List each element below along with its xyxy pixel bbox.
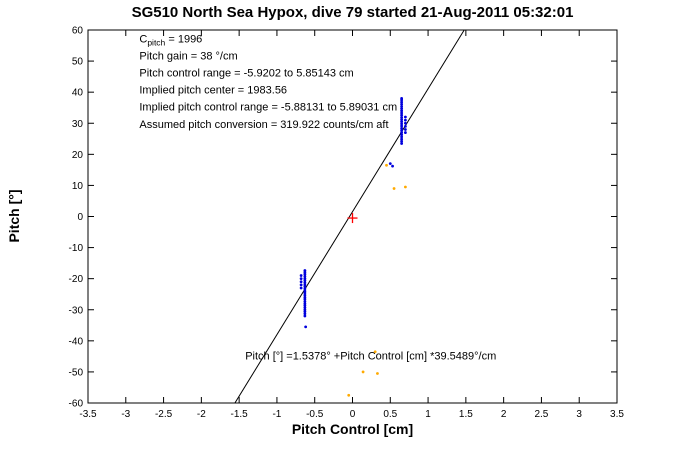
pitch-observations-point xyxy=(400,109,404,113)
pitch-observations-point xyxy=(303,299,307,303)
x-tick-label: -0.5 xyxy=(306,409,324,420)
pitch-observations-point xyxy=(400,126,404,130)
secondary-observations-point xyxy=(404,185,407,189)
pitch-observations-point xyxy=(303,302,307,305)
x-tick-label: 1 xyxy=(425,409,431,420)
pitch-observations-point xyxy=(299,283,303,287)
pitch-observations-point xyxy=(303,269,307,272)
pitch-observations-point xyxy=(400,102,404,106)
x-tick-label: 1.5 xyxy=(459,409,473,420)
pitch-observations-point xyxy=(299,286,303,290)
annotation-text: Pitch gain = 38 °/cm xyxy=(139,50,237,62)
pitch-observations-point xyxy=(303,283,307,287)
figure-title: SG510 North Sea Hypox, dive 79 started 2… xyxy=(131,4,574,21)
y-tick-label: 50 xyxy=(72,57,84,68)
pitch-observations-point xyxy=(303,293,307,297)
x-tick-label: -1 xyxy=(272,409,281,420)
pitch-observations-point xyxy=(400,113,404,117)
pitch-observations-point xyxy=(303,275,307,278)
x-tick-label: -3 xyxy=(121,409,130,420)
pitch-observations-point xyxy=(400,128,404,132)
secondary-observations-point xyxy=(392,187,396,190)
pitch-observations-point xyxy=(304,325,308,329)
pitch-observations-point xyxy=(303,306,307,309)
x-tick-label: -1.5 xyxy=(231,409,249,420)
pitch-observations-point xyxy=(388,162,392,166)
pitch-observations-point xyxy=(400,107,404,111)
y-tick-label: -40 xyxy=(69,336,84,347)
x-tick-label: 2 xyxy=(501,409,507,420)
pitch-observations-point xyxy=(404,118,407,122)
annotation-text: Cpitch = 1996 xyxy=(139,33,202,47)
y-tick-label: 40 xyxy=(72,88,84,99)
pitch-observations-point xyxy=(404,124,407,128)
secondary-observations-point xyxy=(361,370,365,374)
pitch-observations-point xyxy=(400,137,404,141)
annotation-text: Implied pitch control range = -5.88131 t… xyxy=(139,102,397,114)
pitch-observations-point xyxy=(400,120,404,124)
annotation-text: Implied pitch center = 1983.56 xyxy=(139,85,287,97)
pitch-observations-point xyxy=(400,133,404,137)
pitch-observations-point xyxy=(303,289,307,293)
annotation-text: Pitch [°] =1.5378° +Pitch Control [cm] *… xyxy=(245,350,496,362)
pitch-observations-point xyxy=(400,139,404,143)
pitch-observations-point xyxy=(303,281,307,285)
x-tick-label: 3 xyxy=(576,409,582,420)
pitch-observations-point xyxy=(404,115,407,119)
pitch-observations-point xyxy=(391,164,394,168)
pitch-observations-point xyxy=(400,142,404,145)
y-tick-label: -50 xyxy=(69,367,84,378)
x-axis-label: Pitch Control [cm] xyxy=(291,421,414,437)
pitch-observations-point xyxy=(299,280,303,284)
y-tick-label: -20 xyxy=(69,274,84,285)
y-tick-label: 20 xyxy=(72,150,84,161)
y-tick-label: 0 xyxy=(77,212,83,223)
annotation-text: Pitch control range = -5.9202 to 5.85143… xyxy=(139,68,353,80)
secondary-observations-point xyxy=(385,163,388,167)
pitch-observations-point xyxy=(400,122,404,126)
annotation-text: Assumed pitch conversion = 319.922 count… xyxy=(139,119,388,131)
x-tick-label: 0 xyxy=(350,409,356,420)
pitch-observations-point xyxy=(303,287,307,291)
x-tick-label: 3.5 xyxy=(610,409,624,420)
pitch-observations-point xyxy=(400,124,404,128)
secondary-observations-point xyxy=(376,372,379,375)
pitch-observations-point xyxy=(400,96,404,100)
pitch-observations-point xyxy=(404,131,407,134)
pitch-observations-point xyxy=(303,314,307,318)
pitch-observations-point xyxy=(400,105,404,108)
pitch-observations-point xyxy=(299,277,303,281)
pitch-observations-point xyxy=(404,121,407,125)
x-tick-label: -2.5 xyxy=(155,409,173,420)
y-tick-label: 10 xyxy=(72,181,84,192)
y-tick-label: -60 xyxy=(69,399,84,410)
pitch-observations-point xyxy=(404,128,407,131)
secondary-observations-point xyxy=(373,350,377,354)
pitch-observations-point xyxy=(400,100,404,104)
pitch-observations-point xyxy=(400,131,404,134)
x-tick-label: -3.5 xyxy=(79,409,97,420)
y-tick-label: -30 xyxy=(69,305,84,316)
secondary-observations-point xyxy=(347,393,351,397)
x-tick-label: -2 xyxy=(197,409,206,420)
pitch-observations-point xyxy=(303,277,307,281)
pitch-observations-point xyxy=(303,312,307,316)
pitch-observations-point xyxy=(299,274,303,277)
y-tick-label: 60 xyxy=(72,26,84,37)
fit-line xyxy=(234,29,465,404)
y-tick-label: -10 xyxy=(69,243,84,254)
x-tick-label: 0.5 xyxy=(383,409,397,420)
pitch-observations-point xyxy=(303,295,307,299)
pitch-observations-point xyxy=(303,308,307,312)
pitch-observations-point xyxy=(400,111,404,115)
pitch-observations-point xyxy=(400,115,404,119)
x-tick-label: 2.5 xyxy=(534,409,548,420)
pitch-observations-point xyxy=(400,118,404,121)
pitch-observations-point xyxy=(400,135,404,139)
y-tick-label: 30 xyxy=(72,119,84,130)
